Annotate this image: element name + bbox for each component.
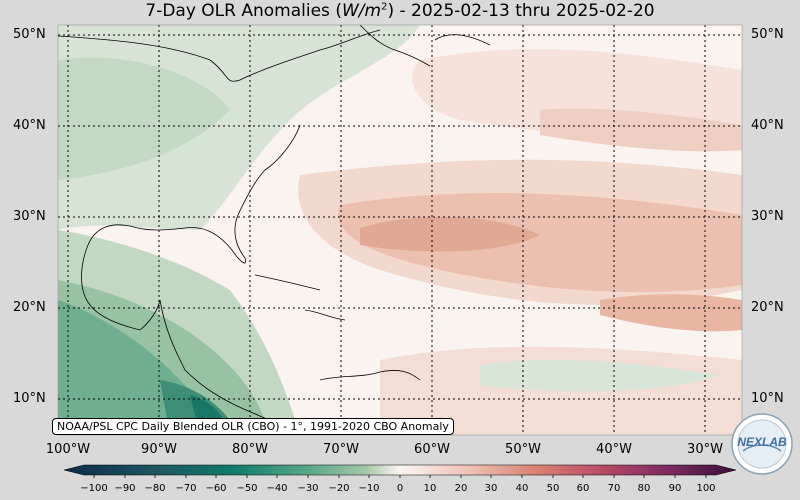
nexlab-logo: NEXLAB <box>731 413 793 475</box>
colorbar-tick-label: −20 <box>328 483 350 494</box>
anomaly-field <box>58 25 742 435</box>
lon-label: 90°W <box>141 442 177 457</box>
colorbar-tick-label: −90 <box>114 483 136 494</box>
colorbar-tick-label: 20 <box>454 483 468 494</box>
lat-label-right: 30°N <box>751 209 784 224</box>
map-title: 7-Day OLR Anomalies (W/m2) - 2025-02-13 … <box>145 1 655 21</box>
graticule <box>58 25 742 435</box>
lon-label: 100°W <box>45 442 91 457</box>
colorbar <box>63 464 737 478</box>
colorbar-tick-label: −40 <box>266 483 288 494</box>
lat-label-right: 20°N <box>751 300 784 315</box>
lon-label: 80°W <box>232 442 268 457</box>
colorbar-tick-label: 100 <box>696 483 716 494</box>
lat-label-right: 40°N <box>751 118 784 133</box>
logo-text: NEXLAB <box>737 435 787 449</box>
colorbar-tick-label: 70 <box>607 483 621 494</box>
colorbar-tick-label: −10 <box>358 483 380 494</box>
lat-label-left: 40°N <box>13 118 46 133</box>
data-source-credit: NOAA/PSL CPC Daily Blended OLR (CBO) - 1… <box>52 418 454 435</box>
colorbar-tick-label: 40 <box>515 483 529 494</box>
lat-label-left: 30°N <box>13 209 46 224</box>
lon-label: 30°W <box>687 442 723 457</box>
colorbar-tick-label: −50 <box>236 483 258 494</box>
lat-label-right: 10°N <box>751 391 784 406</box>
colorbar-tick-label: 90 <box>668 483 682 494</box>
lat-label-left: 50°N <box>13 27 46 42</box>
colorbar-tick-label: 50 <box>546 483 560 494</box>
coastlines <box>58 25 491 426</box>
colorbar-tick-label: −100 <box>80 483 108 494</box>
lat-label-left: 10°N <box>13 391 46 406</box>
lon-label: 70°W <box>323 442 359 457</box>
lon-label: 60°W <box>414 442 450 457</box>
colorbar-tick-label: −60 <box>205 483 227 494</box>
colorbar-tick-label: −70 <box>175 483 197 494</box>
colorbar-tick-label: 80 <box>637 483 651 494</box>
colorbar-tick-label: 60 <box>576 483 590 494</box>
lat-label-left: 20°N <box>13 300 46 315</box>
lon-label: 40°W <box>596 442 632 457</box>
lat-label-right: 50°N <box>751 27 784 42</box>
colorbar-tick-label: 30 <box>484 483 498 494</box>
colorbar-tick-label: 10 <box>423 483 437 494</box>
colorbar-tick-label: −30 <box>297 483 319 494</box>
colorbar-tick-label: 0 <box>396 483 404 494</box>
lon-label: 50°W <box>505 442 541 457</box>
colorbar-tick-label: −80 <box>144 483 166 494</box>
